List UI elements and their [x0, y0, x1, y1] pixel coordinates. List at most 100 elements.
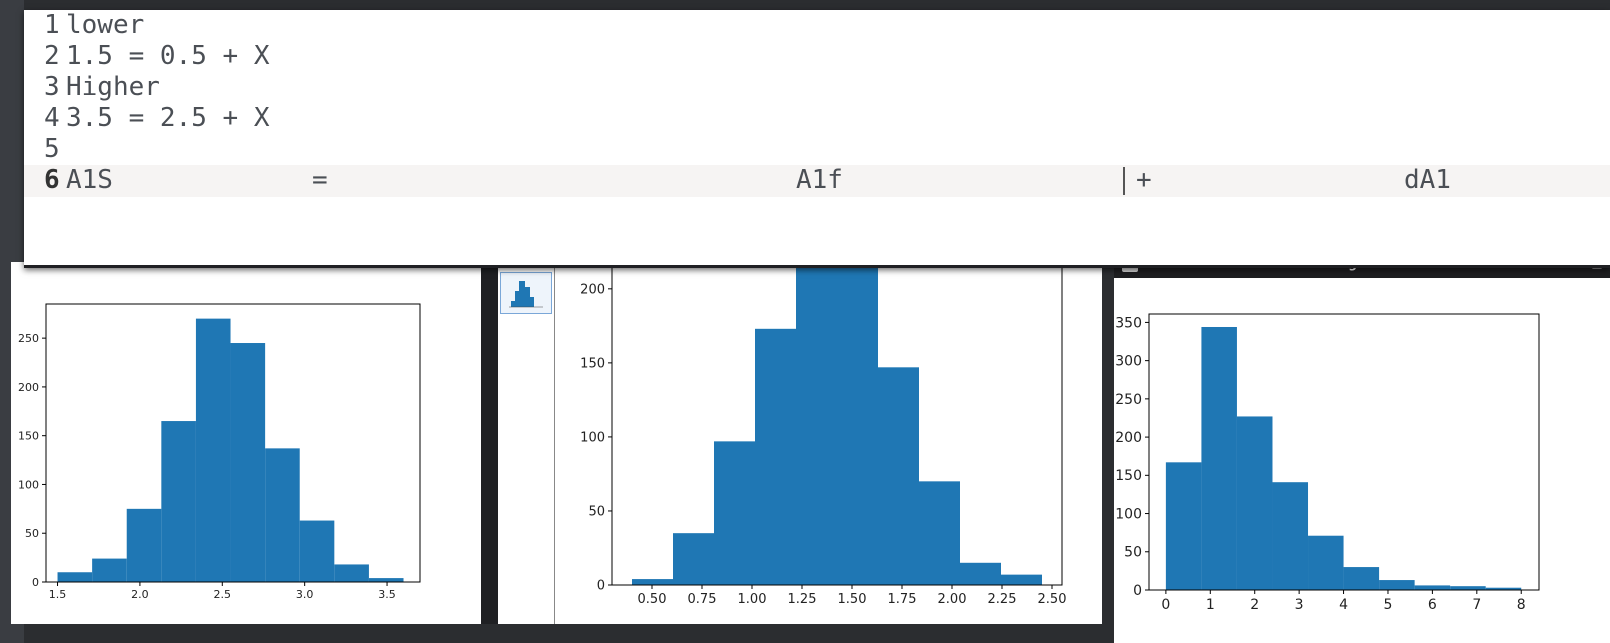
- line-text[interactable]: 3.5 = 2.5 + X: [66, 103, 270, 133]
- x-tick-label: 1.75: [888, 592, 917, 607]
- x-tick-label: 7: [1472, 597, 1481, 613]
- histogram-bar: [161, 421, 196, 582]
- x-tick-label: 1.00: [738, 592, 767, 607]
- line-number: 1: [44, 10, 60, 40]
- line-number: 2: [44, 41, 60, 71]
- editor-line[interactable]: 4 3.5 = 2.5 + X: [24, 103, 1610, 135]
- histogram-bar: [755, 328, 796, 585]
- histogram-bar: [299, 520, 335, 582]
- histogram-bar: [1450, 586, 1486, 590]
- cell-da1[interactable]: dA1: [1404, 165, 1451, 195]
- cell-a1f[interactable]: A1f: [796, 165, 843, 195]
- y-tick-label: 0: [597, 579, 605, 594]
- histogram-bar: [1308, 535, 1344, 590]
- histogram-bar: [919, 481, 960, 585]
- strip-fragment: [8, 98, 22, 108]
- x-tick-label: 6: [1428, 597, 1437, 613]
- x-tick-label: 0: [1161, 597, 1170, 613]
- histogram-chart-right: 0 1 2 3 4 5 6 7 8 0 50 100 150 200 250 300 350: [1115, 313, 1540, 613]
- text-caret: [1123, 167, 1125, 195]
- x-tick-label: 1.25: [788, 592, 817, 607]
- histogram-bar: [837, 263, 878, 585]
- histogram-bar: [1485, 587, 1522, 590]
- line-text[interactable]: lower: [66, 10, 145, 40]
- editor-line[interactable]: 3 Higher: [24, 72, 1610, 104]
- axes-frame: [45, 303, 421, 583]
- y-tick-label: 0: [32, 576, 39, 589]
- line-number: 6: [44, 165, 60, 195]
- histogram-bar: [57, 572, 93, 582]
- histogram-bar: [673, 533, 714, 585]
- editor-line[interactable]: 5: [24, 134, 1610, 166]
- x-tick-label: 1.50: [838, 592, 867, 607]
- histogram-bar: [1236, 416, 1273, 590]
- histogram-bar: [960, 562, 1001, 585]
- figure-thumbnail[interactable]: [500, 272, 552, 314]
- histogram-bar: [368, 578, 404, 582]
- y-tick-label: 150: [580, 356, 605, 371]
- histogram-bar: [1201, 326, 1237, 590]
- cell-a1s[interactable]: A1S: [66, 165, 113, 195]
- line-number: 5: [44, 134, 60, 164]
- histogram-bar: [1165, 462, 1202, 590]
- y-tick-label: 100: [580, 430, 605, 445]
- axes-frame: [611, 262, 1063, 586]
- histogram-bar: [878, 367, 919, 585]
- x-tick-label: 3.0: [296, 588, 314, 601]
- histogram-bar: [92, 558, 127, 582]
- x-tick-label: 2.0: [131, 588, 149, 601]
- window-divider: [481, 262, 498, 624]
- histogram-bar: [126, 508, 162, 582]
- x-tick-label: 2.25: [988, 592, 1017, 607]
- histogram-bar: [265, 448, 300, 582]
- histogram-bar: [334, 564, 369, 582]
- histogram-bar: [230, 343, 266, 582]
- figure-window: Figure1 – □ 0123456780501001502002503003…: [1114, 250, 1610, 643]
- histogram-bar: [714, 441, 755, 585]
- x-tick-label: 1.5: [49, 588, 67, 601]
- cell-equals[interactable]: =: [312, 165, 328, 195]
- y-tick-label: 50: [1124, 545, 1142, 561]
- histogram-bar: [1414, 585, 1451, 590]
- histogram-bar: [1272, 482, 1309, 590]
- x-tick-label: 5: [1384, 597, 1393, 613]
- histogram-bar: [1379, 580, 1415, 590]
- cell-plus[interactable]: +: [1136, 165, 1152, 195]
- histogram-window-left: 1.5 2.0 2.5 3.0 3.5 0 50 100 150 200 250: [11, 262, 481, 624]
- y-tick-label: 250: [1115, 392, 1142, 408]
- x-tick-label: 8: [1517, 597, 1526, 613]
- histogram-bar: [1001, 574, 1042, 585]
- histogram-bar: [195, 318, 231, 582]
- thumbnail-histogram-icon: [509, 281, 543, 308]
- line-number: 4: [44, 103, 60, 133]
- y-tick-label: 100: [1115, 506, 1142, 522]
- y-tick-label: 200: [18, 381, 39, 394]
- y-tick-label: 250: [18, 332, 39, 345]
- y-tick-label: 150: [1115, 468, 1142, 484]
- y-tick-label: 100: [18, 478, 39, 491]
- line-number: 3: [44, 72, 60, 102]
- strip-fragment: [8, 42, 22, 52]
- x-tick-label: 2.00: [938, 592, 967, 607]
- histogram-chart-middle: 0.50 0.75 1.00 1.25 1.50 1.75 2.00 2.25 2.50 0 50 1…: [580, 262, 1066, 607]
- line-text[interactable]: Higher: [66, 72, 160, 102]
- code-editor[interactable]: 1 lower 2 1.5 = 0.5 + X 3 Higher 4 3.5 =…: [24, 10, 1610, 268]
- x-tick-label: 0.75: [688, 592, 717, 607]
- y-tick-label: 200: [1115, 430, 1142, 446]
- histogram-bar: [632, 579, 673, 585]
- x-tick-label: 4: [1339, 597, 1348, 613]
- line-text[interactable]: 1.5 = 0.5 + X: [66, 41, 270, 71]
- y-tick-label: 350: [1115, 315, 1142, 331]
- x-tick-label: 0.50: [638, 592, 667, 607]
- y-tick-label: 300: [1115, 354, 1142, 370]
- editor-line[interactable]: 1 lower: [24, 10, 1610, 42]
- y-tick-label: 150: [18, 430, 39, 443]
- histogram-bar: [1343, 567, 1380, 590]
- x-tick-label: 3.5: [378, 588, 396, 601]
- thumbnail-panel: [498, 262, 555, 624]
- y-tick-label: 0: [1133, 583, 1142, 599]
- x-tick-label: 1: [1206, 597, 1215, 613]
- x-tick-label: 3: [1295, 597, 1304, 613]
- editor-line[interactable]: 2 1.5 = 0.5 + X: [24, 41, 1610, 73]
- editor-line-active[interactable]: 6 A1S = A1f + dA1: [24, 165, 1610, 197]
